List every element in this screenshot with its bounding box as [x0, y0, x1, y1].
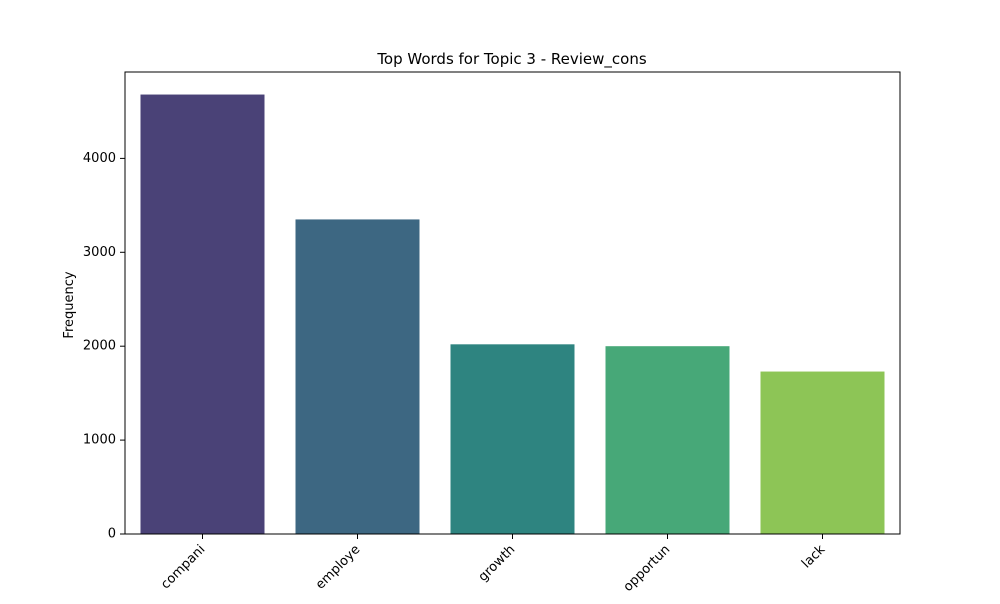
bar-growth: [450, 344, 575, 534]
x-tick-label: employe: [313, 542, 363, 592]
bar-compani: [140, 94, 265, 534]
x-tick-label: compani: [158, 542, 208, 592]
x-tick-label: lack: [799, 542, 829, 572]
x-axis-ticks: compani employe growth opportun lack: [158, 534, 829, 595]
y-axis-label: Frequency: [62, 271, 77, 338]
y-tick-label: 1000: [83, 433, 116, 448]
bars-group: [140, 94, 885, 534]
chart-title: Top Words for Topic 3 - Review_cons: [376, 50, 647, 69]
y-tick-label: 3000: [83, 245, 116, 260]
y-tick-label: 2000: [83, 339, 116, 354]
bar-opportun: [605, 346, 730, 534]
x-tick-label: growth: [476, 542, 519, 585]
x-tick-label: opportun: [621, 542, 674, 595]
plot-frame: [124, 71, 901, 535]
y-axis-ticks: 0 1000 2000 3000 4000: [83, 151, 125, 542]
y-tick-label: 4000: [83, 151, 116, 166]
y-tick-label: 0: [108, 527, 116, 542]
bar-employe: [295, 219, 420, 534]
bar-lack: [760, 371, 885, 534]
